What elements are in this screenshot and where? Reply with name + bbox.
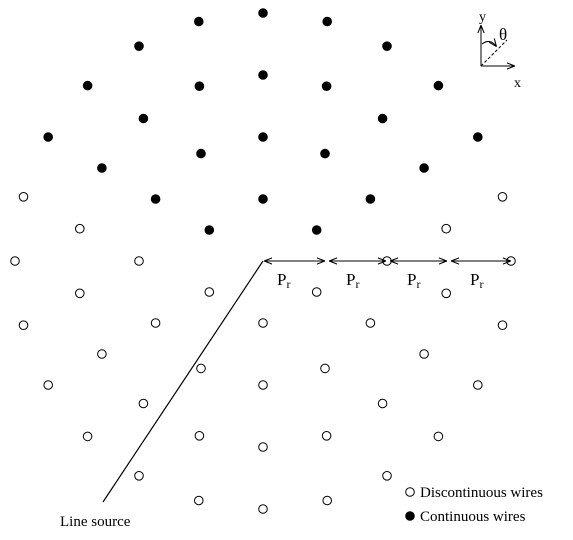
continuous-wire [97, 163, 107, 173]
discontinuous-wire [150, 318, 161, 328]
continuous-wire [194, 16, 204, 27]
continuous-wire [320, 148, 330, 159]
continuous-wire [194, 81, 205, 91]
discontinuous-wire [258, 504, 268, 514]
continuous-wire [377, 113, 388, 124]
line-source-line [102, 260, 264, 503]
discontinuous-wire [441, 288, 452, 299]
x-axis-label: x [514, 76, 521, 91]
period-label-4: Pr [470, 270, 483, 291]
legend-continuous-label: Continuous wires [420, 509, 526, 525]
continuous-wire [138, 113, 149, 124]
continuous-wire [134, 41, 144, 52]
discontinuous-wire [258, 442, 268, 452]
y-axis-label: y [479, 10, 486, 25]
continuous-wire [311, 225, 322, 235]
discontinuous-wire [10, 256, 20, 266]
discontinuous-wire [441, 223, 452, 234]
discontinuous-wire [382, 471, 392, 481]
theta-arc-arrow [481, 41, 496, 46]
period-label-1: Pr [277, 270, 290, 291]
discontinuous-wire [320, 363, 330, 374]
discontinuous-wire [18, 320, 29, 331]
discontinuous-wire [473, 380, 483, 390]
discontinuous-wire [321, 431, 332, 441]
discontinuous-wire [311, 287, 322, 297]
theta-direction-line [480, 39, 508, 67]
discontinuous-wire [204, 287, 215, 297]
discontinuous-wire [134, 471, 144, 481]
discontinuous-wire [97, 349, 107, 359]
continuous-wire [382, 41, 392, 52]
discontinuous-wire [196, 363, 206, 374]
discontinuous-wire [138, 398, 149, 409]
discontinuous-wire [194, 431, 205, 441]
continuous-wire [196, 148, 206, 159]
continuous-wire [433, 80, 444, 91]
discontinuous-wire [134, 256, 144, 266]
theta-label: θ [499, 25, 507, 44]
discontinuous-wire [82, 431, 93, 442]
continuous-wire [419, 163, 429, 173]
continuous-wire [365, 194, 376, 204]
continuous-wire [258, 8, 268, 18]
continuous-wire [258, 70, 268, 80]
discontinuous-wire [322, 495, 333, 506]
continuous-wire [82, 80, 93, 91]
discontinuous-wire [497, 320, 508, 331]
coordinate-axes: y x θ [479, 10, 521, 91]
continuous-wire [473, 132, 483, 142]
discontinuous-wire [497, 192, 508, 202]
discontinuous-wire [258, 380, 268, 390]
discontinuous-wire [365, 318, 376, 328]
continuous-wire [321, 81, 332, 91]
discontinuous-wire [377, 398, 388, 409]
discontinuous-wire [258, 318, 268, 328]
discontinuous-wire [194, 495, 204, 506]
continuous-wire [258, 132, 268, 142]
discontinuous-wire [75, 223, 85, 234]
legend-filled-circle-icon [405, 511, 415, 521]
period-label-3: Pr [407, 270, 420, 291]
wire-rings [10, 8, 516, 514]
legend-open-circle-icon [405, 487, 415, 497]
continuous-wire [258, 194, 268, 204]
legend: Discontinuous wires Continuous wires [405, 485, 543, 525]
discontinuous-wire [419, 349, 429, 359]
discontinuous-wire [75, 288, 85, 299]
discontinuous-wire [18, 192, 29, 202]
legend-discontinuous-label: Discontinuous wires [420, 485, 543, 501]
continuous-wire [150, 194, 161, 204]
continuous-wire [204, 225, 215, 235]
continuous-wire [43, 132, 54, 142]
discontinuous-wire [433, 431, 444, 442]
discontinuous-wire [43, 380, 54, 390]
line-source-label: Line source [60, 514, 131, 530]
period-label-2: Pr [346, 270, 359, 291]
continuous-wire [322, 16, 333, 27]
